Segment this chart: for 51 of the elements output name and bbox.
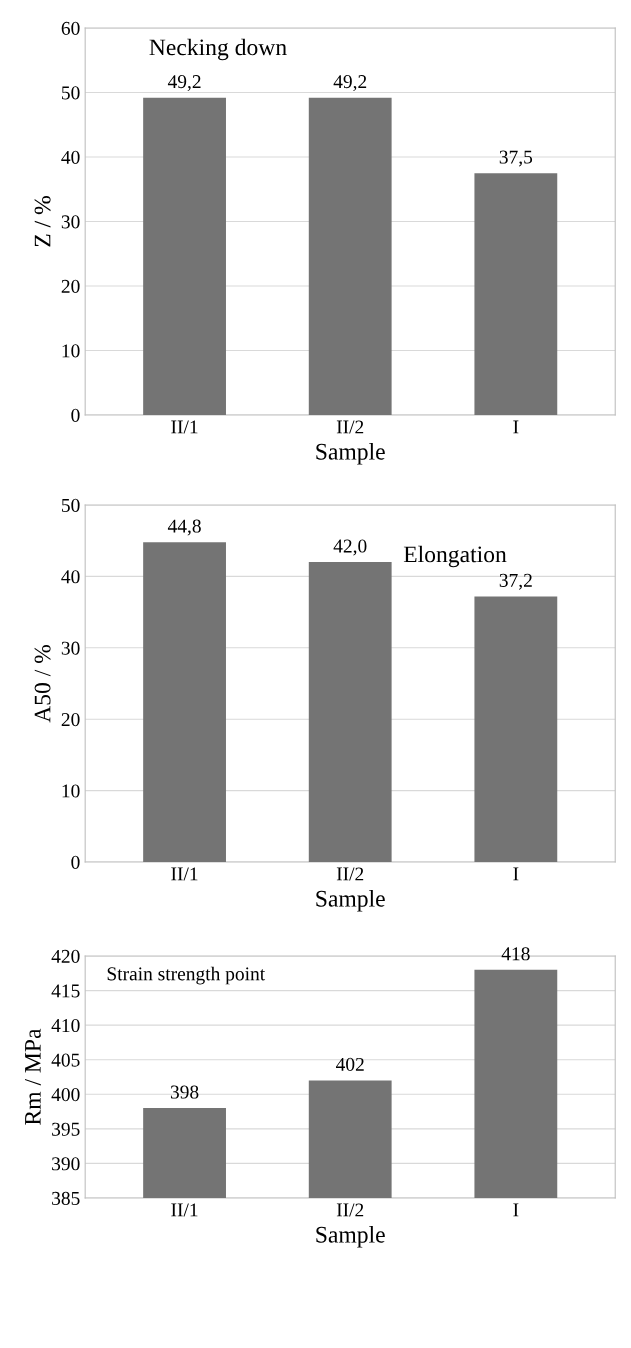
y-tick-label: 10 (62, 784, 80, 798)
data-label: 418 (501, 947, 530, 961)
y-tick-label: 385 (52, 1191, 80, 1205)
y-tick-label: 405 (51, 1053, 80, 1067)
x-axis-title: Sample (316, 1226, 385, 1248)
data-label: 37,2 (499, 573, 532, 590)
y-tick-label: 420 (51, 949, 80, 963)
x-tick-label: I (513, 867, 519, 881)
data-label: 37,5 (499, 150, 533, 167)
x-tick-label: II/1 (171, 1203, 198, 1217)
y-tick-label: 20 (61, 713, 80, 727)
data-label: 398 (170, 1085, 199, 1099)
x-axis-title: Sample (316, 890, 385, 912)
y-tick-label: 410 (51, 1018, 80, 1033)
y-tick-label: 20 (61, 279, 80, 293)
bar (143, 542, 226, 862)
x-tick-label: II/2 (336, 867, 364, 881)
y-tick-label: 50 (62, 498, 80, 512)
annotation: Necking down (149, 38, 287, 61)
annotation: Elongation (403, 545, 507, 568)
y-tick-label: 40 (61, 570, 80, 584)
y-tick-label: 30 (61, 215, 80, 229)
x-tick-label: II/1 (171, 420, 198, 434)
x-tick-label: I (513, 420, 519, 434)
y-tick-label: 400 (51, 1088, 80, 1102)
x-axis-title: Sample (316, 443, 385, 465)
y-axis-title: A50 / % (34, 644, 51, 723)
y-axis-title: Z / % (34, 196, 51, 247)
data-label: 42,0 (333, 539, 367, 556)
data-label: 49,2 (333, 75, 367, 91)
y-tick-label: 390 (52, 1157, 80, 1171)
y-tick-label: 0 (71, 408, 80, 422)
bar (474, 596, 558, 862)
bar (308, 562, 392, 862)
y-tick-label: 0 (71, 855, 80, 869)
data-label: 402 (336, 1057, 364, 1071)
y-axis-title: Rm / MPa (25, 1028, 41, 1125)
x-tick-label: II/2 (336, 420, 364, 434)
x-tick-label: II/2 (336, 1203, 364, 1217)
y-tick-label: 50 (62, 86, 80, 100)
x-tick-label: I (513, 1203, 519, 1217)
x-tick-label: II/1 (171, 867, 198, 881)
data-label: 49,2 (167, 75, 201, 91)
y-tick-label: 415 (51, 984, 80, 998)
y-tick-label: 60 (61, 21, 80, 35)
data-label: 44,8 (167, 519, 201, 536)
y-tick-label: 30 (61, 641, 80, 655)
y-tick-label: 40 (61, 150, 80, 164)
annotation: Strain strength point (107, 966, 266, 985)
y-tick-label: 395 (52, 1122, 80, 1136)
y-tick-label: 10 (62, 344, 80, 358)
